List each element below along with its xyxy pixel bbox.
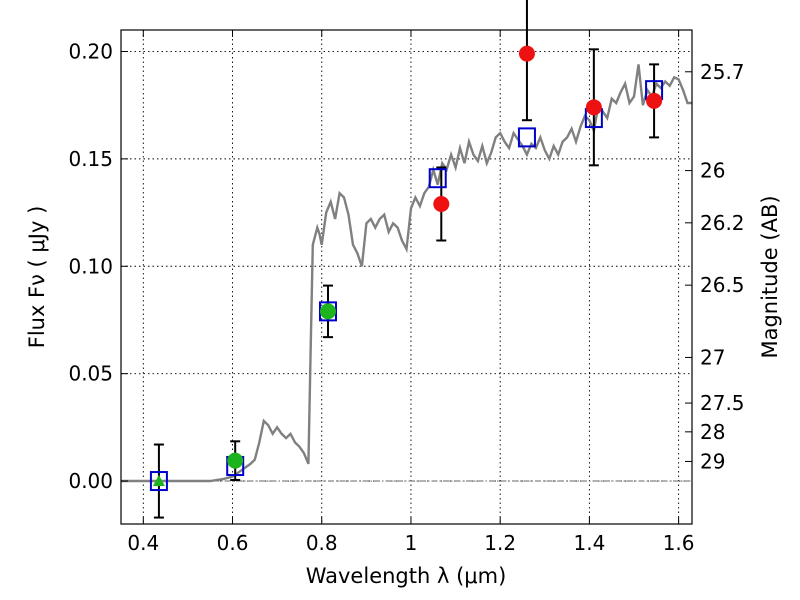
sed-chart: 0.4 0.6 0.8 1 1.2 1.4 1.6 0.00 0.05 0.10 0.15 0.20…: [0, 0, 800, 600]
y-axis-label: Flux Fν ( μJy ): [25, 206, 49, 349]
observed-red-marker: [433, 196, 449, 212]
observed-red-marker: [586, 99, 602, 115]
model-spectrum-line: [121, 64, 692, 481]
y-tick-label: 0.20: [68, 39, 113, 63]
right-tick-label: 27: [700, 345, 725, 369]
error-bars: [154, 0, 659, 518]
x-tick-label: 1.4: [573, 531, 605, 555]
x-tick-label: 0.6: [217, 531, 249, 555]
right-axis-label: Magnitude (AB): [758, 195, 782, 358]
grid: [121, 30, 692, 524]
right-tick-label: 29: [700, 449, 725, 473]
y-tick-label: 0.05: [68, 362, 113, 386]
right-tick-label: 28: [700, 420, 725, 444]
x-tick-label: 0.8: [306, 531, 338, 555]
observed-red-marker: [646, 93, 662, 109]
x-tick-label: 1: [405, 531, 418, 555]
observed-green-marker: [227, 453, 243, 469]
y-tick-label: 0.15: [68, 147, 113, 171]
observed-green-marker: [320, 303, 336, 319]
right-tick-label: 27.5: [700, 391, 745, 415]
observed-red-marker: [519, 46, 535, 62]
y-tick-label: 0.10: [68, 254, 113, 278]
x-axis-label: Wavelength λ (μm): [306, 564, 507, 588]
x-tick-label: 0.4: [127, 531, 159, 555]
y-tick-label: 0.00: [68, 469, 113, 493]
y-axis-ticks: 0.00 0.05 0.10 0.15 0.20: [68, 39, 128, 493]
right-tick-label: 25.7: [700, 60, 745, 84]
x-tick-label: 1.2: [484, 531, 516, 555]
plot-frame: [121, 30, 692, 524]
model-photometry-squares: [151, 81, 662, 490]
right-tick-label: 26.2: [700, 211, 745, 235]
right-tick-label: 26: [700, 159, 725, 183]
right-axis-ticks: 25.7 26 26.2 26.5 27 27.5 28 29: [685, 60, 745, 474]
x-tick-label: 1.6: [663, 531, 695, 555]
right-tick-label: 26.5: [700, 273, 745, 297]
